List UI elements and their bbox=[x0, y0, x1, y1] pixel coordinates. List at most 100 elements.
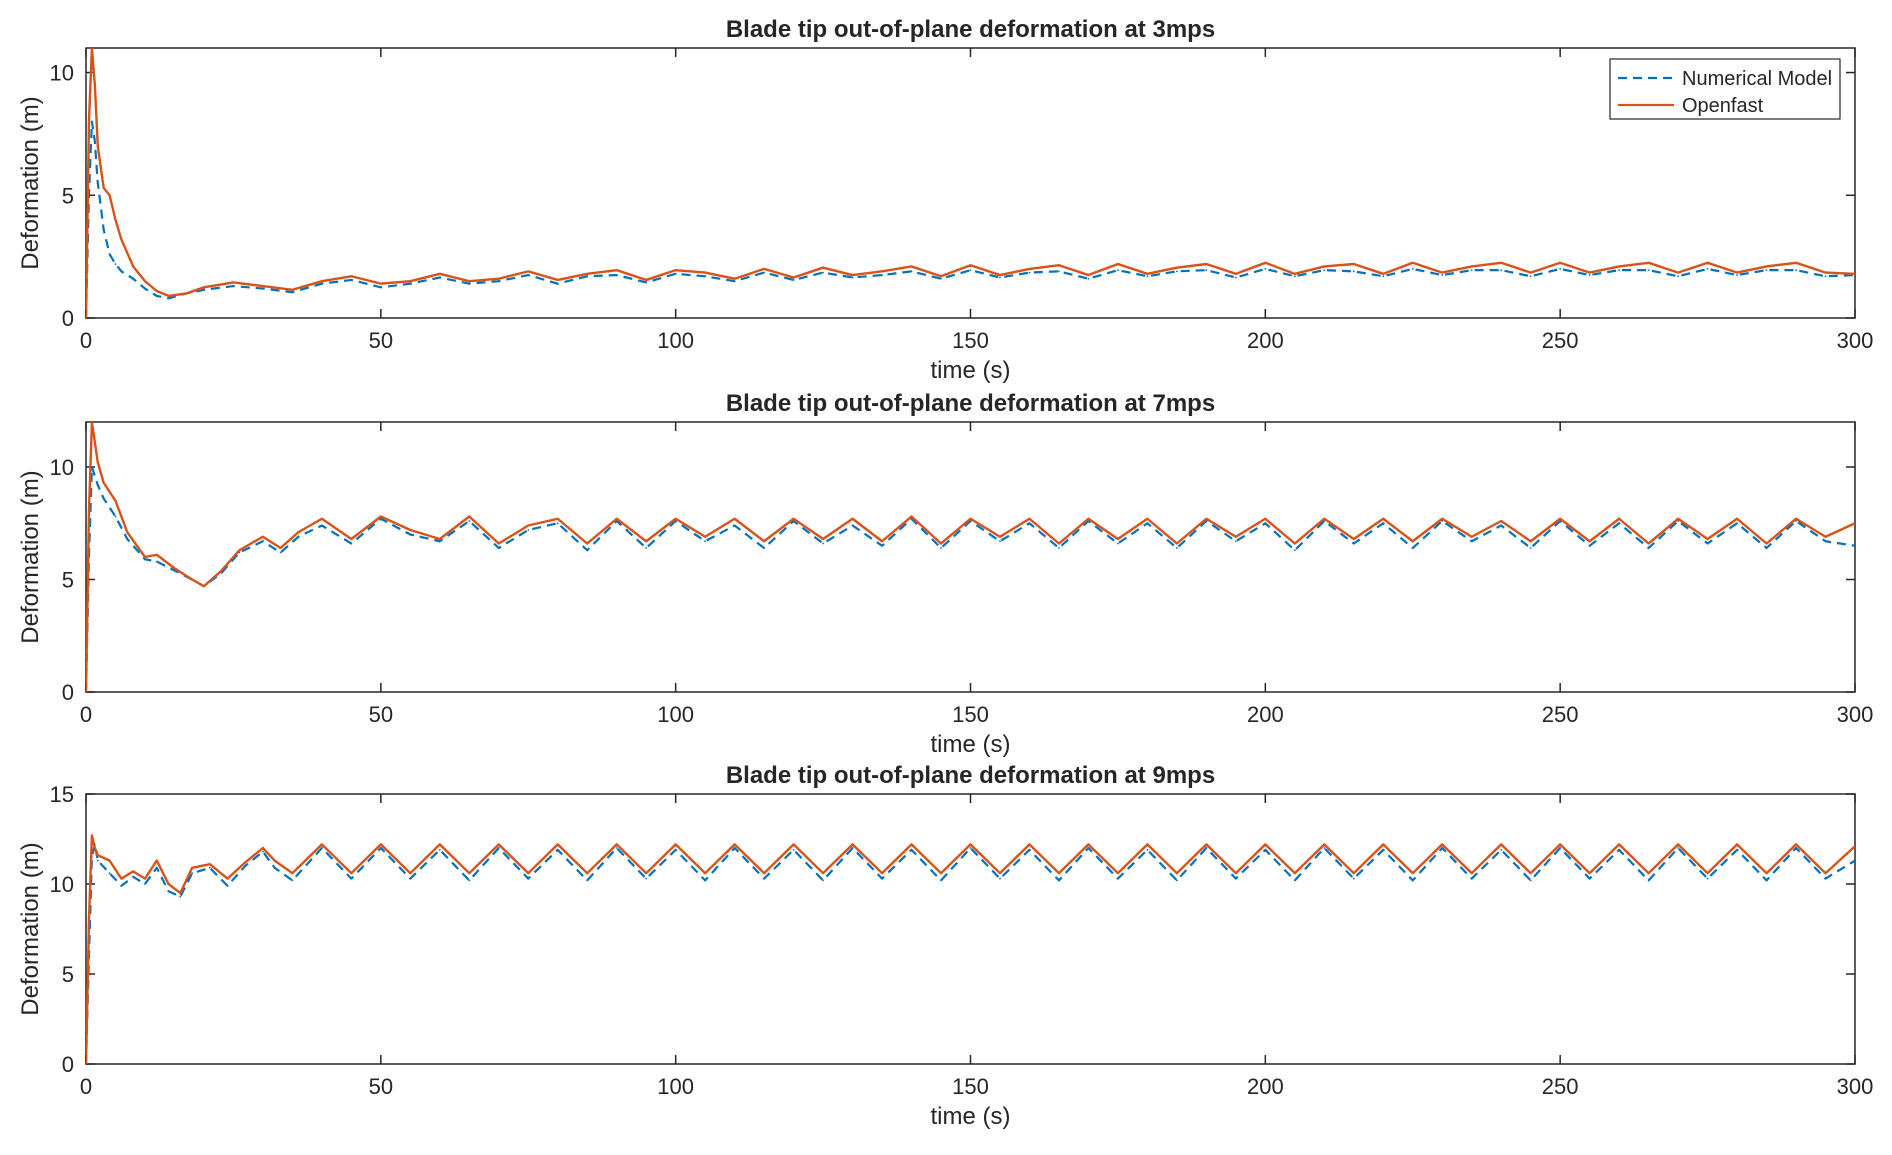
data-point-numerical-model bbox=[379, 286, 382, 289]
data-point-numerical-model bbox=[114, 515, 117, 518]
data-point-openfast bbox=[1677, 843, 1679, 846]
data-point-openfast bbox=[279, 547, 282, 549]
data-point-openfast bbox=[132, 265, 135, 268]
data-point-numerical-model bbox=[497, 280, 500, 283]
data-point-openfast bbox=[1205, 263, 1208, 265]
data-point-numerical-model bbox=[1411, 879, 1414, 882]
data-point-openfast bbox=[1146, 843, 1149, 846]
x-tick-label: 150 bbox=[952, 328, 989, 353]
data-point-openfast bbox=[238, 549, 241, 552]
data-point-openfast bbox=[155, 553, 158, 556]
plot-area-3 bbox=[85, 793, 1856, 1065]
data-point-numerical-model bbox=[1470, 540, 1473, 543]
data-point-numerical-model bbox=[1588, 274, 1591, 276]
data-point-numerical-model bbox=[999, 877, 1001, 880]
data-point-openfast bbox=[1618, 843, 1621, 846]
data-point-openfast bbox=[203, 585, 205, 588]
y-tick-label: 10 bbox=[50, 61, 74, 86]
data-point-openfast bbox=[379, 282, 382, 285]
data-point-numerical-model bbox=[674, 848, 677, 851]
data-point-numerical-model bbox=[1293, 275, 1296, 278]
data-point-numerical-model bbox=[497, 547, 500, 549]
data-point-openfast bbox=[881, 872, 883, 875]
data-point-numerical-model bbox=[1205, 269, 1208, 272]
data-point-openfast bbox=[1352, 538, 1355, 540]
data-point-openfast bbox=[910, 265, 913, 268]
series-points-numerical-model bbox=[86, 120, 1855, 318]
data-point-numerical-model bbox=[645, 281, 648, 284]
data-point-openfast bbox=[1500, 261, 1503, 264]
data-point-numerical-model bbox=[102, 497, 105, 500]
data-point-openfast bbox=[763, 872, 766, 875]
series-points-openfast bbox=[86, 422, 1855, 692]
data-point-numerical-model bbox=[1234, 540, 1237, 543]
data-point-openfast bbox=[1058, 542, 1060, 545]
data-point-openfast bbox=[1529, 271, 1532, 274]
x-axis-label: time (s) bbox=[931, 731, 1011, 758]
y-tick-label: 5 bbox=[62, 183, 74, 208]
chart-title-2: Blade tip out-of-plane deformation at 7m… bbox=[726, 390, 1215, 417]
data-point-openfast bbox=[1588, 271, 1591, 274]
data-point-openfast bbox=[1293, 542, 1296, 545]
data-point-numerical-model bbox=[1500, 848, 1503, 851]
data-point-openfast bbox=[144, 877, 146, 880]
data-point-numerical-model bbox=[132, 875, 135, 878]
data-point-numerical-model bbox=[1854, 859, 1855, 862]
data-point-numerical-model bbox=[144, 558, 146, 561]
data-point-openfast bbox=[1117, 263, 1119, 265]
data-point-openfast bbox=[1795, 517, 1797, 520]
data-point-openfast bbox=[1234, 872, 1237, 875]
data-point-openfast bbox=[120, 238, 123, 241]
data-point-numerical-model bbox=[262, 850, 264, 853]
data-point-openfast bbox=[102, 187, 105, 189]
data-point-openfast bbox=[350, 275, 353, 278]
data-point-openfast bbox=[733, 843, 736, 846]
data-point-numerical-model bbox=[1647, 879, 1650, 882]
data-point-openfast bbox=[969, 517, 972, 520]
data-point-openfast bbox=[1736, 517, 1738, 520]
data-point-openfast bbox=[615, 269, 618, 272]
data-point-numerical-model bbox=[1411, 268, 1414, 270]
data-point-openfast bbox=[940, 542, 942, 545]
data-point-openfast bbox=[90, 834, 93, 837]
data-point-openfast bbox=[144, 280, 146, 283]
data-point-openfast bbox=[1264, 843, 1267, 846]
subplot-1: Blade tip out-of-plane deformation at 3m… bbox=[17, 16, 1873, 384]
data-point-numerical-model bbox=[1117, 877, 1119, 880]
data-point-openfast bbox=[999, 872, 1001, 875]
data-point-numerical-model bbox=[1087, 277, 1090, 280]
x-tick-label: 100 bbox=[657, 702, 694, 727]
data-point-numerical-model bbox=[1736, 848, 1738, 851]
data-point-numerical-model bbox=[1264, 268, 1267, 270]
data-point-numerical-model bbox=[1175, 879, 1178, 882]
data-point-numerical-model bbox=[1588, 877, 1591, 880]
data-point-openfast bbox=[191, 866, 194, 869]
data-point-openfast bbox=[468, 872, 471, 875]
data-point-openfast bbox=[1706, 538, 1709, 540]
data-point-openfast bbox=[409, 529, 412, 531]
data-point-numerical-model bbox=[350, 279, 353, 281]
data-point-openfast bbox=[167, 883, 170, 885]
data-point-openfast bbox=[1175, 542, 1178, 545]
data-point-openfast bbox=[1500, 520, 1503, 522]
data-point-openfast bbox=[126, 531, 129, 534]
data-point-openfast bbox=[1441, 843, 1444, 846]
data-point-openfast bbox=[320, 517, 323, 520]
x-tick-label: 0 bbox=[80, 328, 92, 353]
data-point-openfast bbox=[1824, 872, 1827, 875]
data-point-numerical-model bbox=[1234, 276, 1237, 279]
data-point-openfast bbox=[556, 843, 559, 846]
data-point-numerical-model bbox=[244, 865, 247, 867]
data-point-numerical-model bbox=[108, 253, 111, 256]
data-point-numerical-model bbox=[1500, 524, 1503, 527]
data-point-numerical-model bbox=[881, 544, 883, 547]
data-point-openfast bbox=[1028, 843, 1031, 846]
data-point-openfast bbox=[969, 264, 972, 267]
data-point-openfast bbox=[586, 872, 589, 875]
data-point-numerical-model bbox=[851, 276, 854, 279]
data-point-openfast bbox=[291, 288, 294, 291]
data-point-openfast bbox=[497, 277, 500, 280]
data-point-numerical-model bbox=[1382, 275, 1385, 278]
data-point-openfast bbox=[1529, 540, 1532, 543]
